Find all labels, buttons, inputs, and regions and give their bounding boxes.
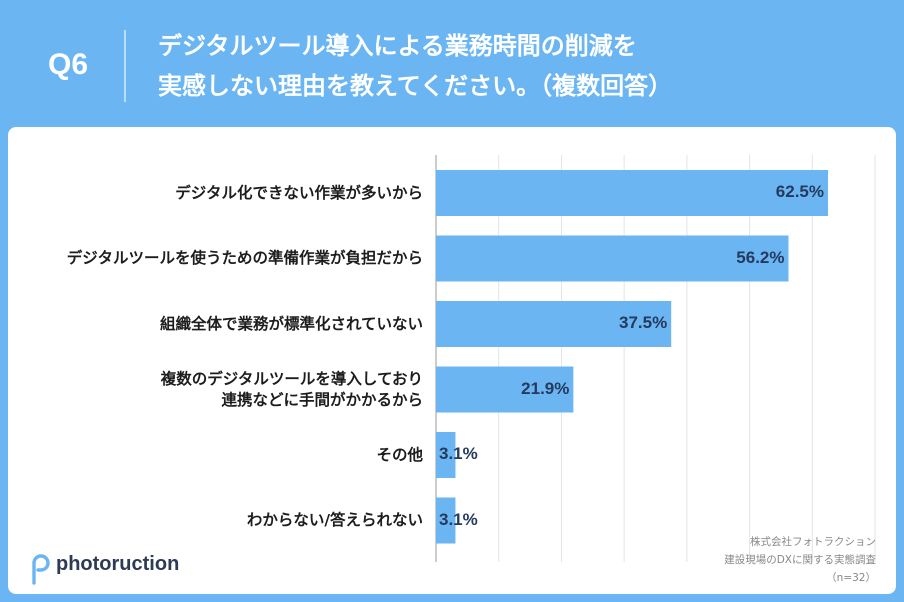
- question-title-line2: 実感しない理由を教えてください。（複数回答）: [158, 72, 673, 100]
- bar: [436, 235, 789, 282]
- bar: [436, 432, 456, 478]
- brand-name: photoruction: [56, 553, 180, 575]
- bar: [436, 170, 828, 216]
- header: Q6 デジタルツール導入による業務時間の削減を 実感しない理由を教えてください。…: [0, 0, 904, 125]
- category-label: 組織全体で業務が標準化されていない: [159, 314, 423, 333]
- value-label: 3.1%: [439, 509, 478, 529]
- chart-panel: デジタル化できない作業が多いから 62.5% デジタルツールを使うための準備作業が負…: [8, 127, 896, 594]
- bar: [436, 497, 456, 544]
- question-title-line1: デジタルツール導入による業務時間の削減を: [158, 32, 637, 60]
- source-survey: 建設現場のDXに関する実態調査: [724, 554, 876, 566]
- value-label: 21.9%: [521, 378, 570, 398]
- category-label: その他: [376, 445, 423, 464]
- value-label: 56.2%: [736, 247, 785, 267]
- photoruction-logo-icon: [32, 554, 50, 585]
- question-number: Q6: [48, 48, 89, 81]
- category-label: デジタルツールを使うための準備作業が負担だから: [66, 249, 423, 267]
- category-label: わからない/答えられない: [246, 511, 423, 529]
- source-note: 株式会社フォトラクション 建設現場のDXに関する実態調査 （n=32）: [724, 533, 876, 587]
- header-divider: [124, 30, 126, 102]
- bar-chart: [435, 155, 876, 562]
- question-title: デジタルツール導入による業務時間の削減を 実感しない理由を教えてください。（複数…: [158, 26, 672, 106]
- category-label: 複数のデジタルツールを導入しており 連携などに手間がかかるから: [160, 369, 423, 409]
- value-label: 37.5%: [619, 313, 668, 332]
- source-sample-size: （n=32）: [826, 572, 876, 584]
- bar: [436, 301, 672, 347]
- category-label: デジタル化できない作業が多いから: [175, 183, 423, 202]
- bar: [436, 366, 574, 413]
- value-label: 62.5%: [775, 182, 824, 201]
- value-label: 3.1%: [439, 444, 478, 463]
- source-company: 株式会社フォトラクション: [750, 536, 876, 548]
